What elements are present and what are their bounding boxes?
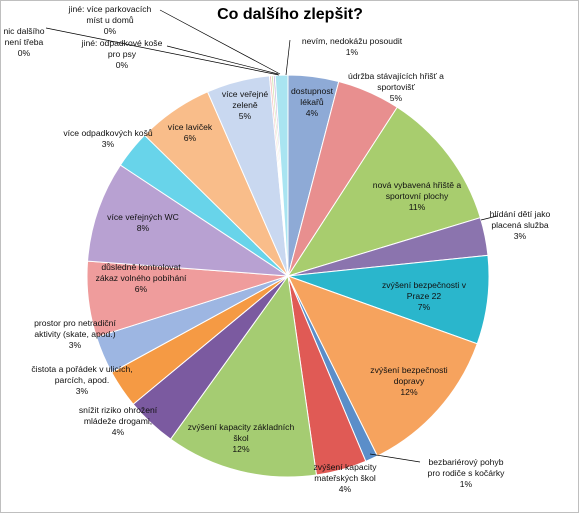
slice-label-line: více veřejné	[222, 89, 269, 99]
slice-label-line: zvýšení kapacity	[313, 462, 377, 472]
slice-label-line: zákaz volného pobíhání	[96, 273, 187, 283]
leader-line	[480, 215, 498, 221]
slice-label-line: zvýšení bezpečnosti	[370, 365, 447, 375]
slice-percent: 7%	[418, 302, 431, 312]
pie-slice	[87, 164, 290, 277]
leader-line	[166, 45, 279, 75]
slice-label-line: parcích, apod.	[55, 375, 109, 385]
slice-label-line: údržba stávajících hřišť a	[348, 71, 444, 81]
leader-line	[369, 453, 421, 463]
slice-percent: 3%	[76, 386, 89, 396]
slice-label: bezbariérový pohyb pro rodiče s kočárky 1%	[428, 457, 506, 489]
slice-label: více laviček 6%	[168, 122, 213, 143]
slice-label-line: mládeže drogami,	[84, 416, 152, 426]
slice-label: zvýšení bezpečnosti dopravy 12%	[370, 365, 447, 397]
slice-label: důsledně kontrolovat zákaz volného pobíhá…	[96, 262, 187, 294]
chart-title: Co dalšího zlepšit?	[217, 6, 363, 23]
leader-line	[45, 27, 280, 76]
slice-label: více odpadkových košů 3%	[63, 128, 153, 149]
leader-line	[159, 9, 281, 75]
slice-label-line: jiné: odpadkové koše	[81, 38, 163, 48]
slice-label-line: aktivity (skate, apod.)	[34, 329, 115, 339]
slice-label: jiné: odpadkové koše pro psy 0%	[81, 38, 163, 70]
slice-label-line: více odpadkových košů	[63, 128, 153, 138]
slice-percent: 0%	[116, 60, 129, 70]
slice-percent: 3%	[69, 340, 82, 350]
slice-label-line: čistota a pořádek v ulicích,	[31, 364, 132, 374]
slice-label-line: nevím, nedokážu posoudit	[302, 36, 403, 46]
slice-percent: 11%	[409, 202, 426, 212]
slice-percent: 1%	[460, 479, 473, 489]
slice-label: nic dalšího není třeba 0%	[3, 26, 44, 58]
slice-label: prostor pro netradiční aktivity (skate, a…	[34, 318, 116, 350]
slice-label-line: placená služba	[491, 220, 549, 230]
slice-label-line: více laviček	[168, 122, 213, 132]
slice-label-line: Praze 22	[407, 291, 442, 301]
slice-label-line: nic dalšího	[3, 26, 44, 36]
slice-percent: 0%	[18, 48, 31, 58]
slice-label-line: sportovišť	[377, 82, 415, 92]
slice-percent: 6%	[135, 284, 148, 294]
slice-percent: 3%	[102, 139, 115, 149]
slice-label: zvýšení kapacity základních škol 12%	[188, 422, 295, 454]
slice-label-line: bezbariérový pohyb	[428, 457, 503, 467]
slice-percent: 12%	[232, 444, 250, 454]
slice-label: nevím, nedokážu posoudit 1%	[302, 36, 403, 57]
slice-label-line: pro rodiče s kočárky	[428, 468, 506, 478]
pie-slice	[169, 274, 318, 478]
slice-percent: 12%	[400, 387, 418, 397]
pie-slice	[286, 106, 481, 277]
slice-percent: 5%	[390, 93, 403, 103]
slice-label: dostupnost lékařů 4%	[291, 86, 334, 118]
slice-label: nová vybavená hřiště a sportovní plochy 11…	[373, 180, 462, 212]
slice-label-line: jiné: více parkovacích	[68, 4, 152, 14]
slice-label-line: zvýšení kapacity základních	[188, 422, 295, 432]
slice-percent: 8%	[137, 223, 150, 233]
slice-percent: 0%	[104, 26, 117, 36]
slice-label-line: nová vybavená hřiště a	[373, 180, 462, 190]
slice-label-line: zvýšení bezpečnosti v	[382, 280, 467, 290]
slice-percent: 3%	[514, 231, 527, 241]
slice-label-line: snížit riziko ohrožení	[79, 405, 158, 415]
pie-slice	[286, 275, 478, 457]
slice-label: zvýšení bezpečnosti v Praze 22 7%	[382, 280, 467, 312]
slice-label-line: není třeba	[5, 37, 44, 47]
slice-label-line: lékařů	[300, 97, 324, 107]
slice-label-line: dostupnost	[291, 86, 334, 96]
slice-label: zvýšení kapacity mateřských škol 4%	[313, 462, 377, 494]
slice-label: hlídání dětí jako placená služba 3%	[490, 209, 551, 241]
slice-label: snížit riziko ohrožení mládeže drogami, 4%	[79, 405, 158, 437]
slice-label-line: škol	[233, 433, 248, 443]
slice-label-line: dopravy	[394, 376, 425, 386]
slice-label-line: hlídání dětí jako	[490, 209, 551, 219]
slice-label-line: více veřejných WC	[107, 212, 179, 222]
slice-label: více veřejné zeleně 5%	[222, 89, 269, 121]
slice-percent: 4%	[112, 427, 125, 437]
slice-label: více veřejných WC 8%	[107, 212, 179, 233]
slice-percent: 1%	[346, 47, 359, 57]
slice-percent: 4%	[306, 108, 319, 118]
slice-label-line: míst u domů	[86, 15, 134, 25]
slice-label: čistota a pořádek v ulicích, parcích, apo…	[31, 364, 132, 396]
slice-label: údržba stávajících hřišť a sportovišť 5%	[348, 71, 444, 103]
slice-label-line: důsledně kontrolovat	[101, 262, 181, 272]
slice-percent: 6%	[184, 133, 197, 143]
slice-label-line: prostor pro netradiční	[34, 318, 116, 328]
slice-percent: 5%	[239, 111, 252, 121]
slice-percent: 4%	[339, 484, 352, 494]
slice-label-line: zeleně	[232, 100, 258, 110]
slice-label-line: mateřských škol	[314, 473, 376, 483]
slice-label-line: pro psy	[108, 49, 137, 59]
pie-slice	[274, 74, 289, 277]
slice-label: jiné: více parkovacích míst u domů 0%	[68, 4, 152, 36]
slice-label-line: sportovní plochy	[386, 191, 449, 201]
leader-line	[285, 39, 291, 76]
